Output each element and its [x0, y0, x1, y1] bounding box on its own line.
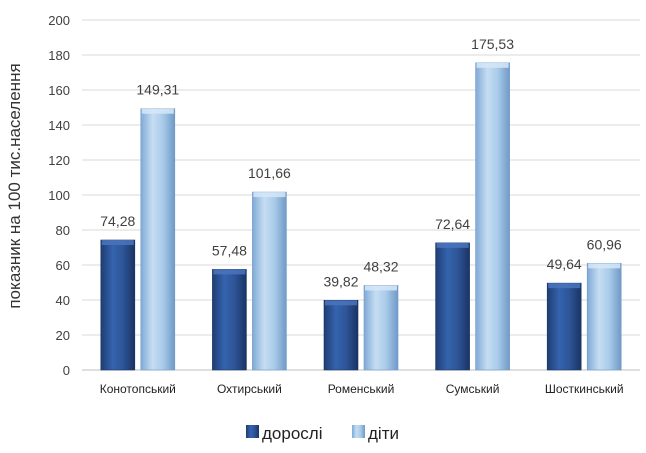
y-tick-label: 100 — [48, 188, 70, 203]
bar-children — [586, 263, 622, 371]
bar-adults — [100, 239, 136, 371]
bar-children — [475, 62, 510, 371]
y-tick-label: 140 — [48, 118, 70, 133]
data-label: 72,64 — [435, 216, 470, 232]
y-tick-label: 120 — [48, 153, 70, 168]
bar-top-highlight — [365, 285, 397, 291]
data-label: 48,32 — [363, 258, 398, 274]
bar-children — [363, 285, 399, 371]
data-label: 60,96 — [587, 236, 622, 252]
data-label: 175,53 — [471, 36, 514, 52]
x-category-label: Шосткинський — [545, 382, 624, 396]
bar-top-highlight — [253, 192, 286, 198]
data-label: 149,31 — [136, 82, 179, 98]
y-tick-label: 20 — [56, 328, 70, 343]
bar-top-highlight — [325, 300, 357, 306]
bar-adults — [212, 269, 247, 371]
y-tick-label: 60 — [56, 258, 70, 273]
data-label: 57,48 — [212, 242, 247, 258]
x-category-label: Роменський — [328, 382, 395, 396]
y-tick-label: 0 — [63, 363, 70, 378]
data-label: 49,64 — [547, 256, 582, 272]
bar-adults — [323, 300, 359, 371]
legend: дорослі діти — [246, 424, 399, 443]
bar-top-highlight — [213, 269, 246, 275]
legend-swatch-adults — [246, 425, 259, 438]
legend-swatch-children — [352, 425, 365, 438]
bar-top-highlight — [588, 263, 621, 269]
bar-children — [140, 108, 176, 371]
bar-adults — [546, 282, 582, 371]
data-label: 74,28 — [100, 213, 135, 229]
y-tick-label: 160 — [48, 83, 70, 98]
bar-top-highlight — [141, 108, 174, 114]
y-tick-label: 180 — [48, 48, 70, 63]
x-category-label: Охтирський — [217, 382, 282, 396]
bar-top-highlight — [548, 283, 581, 289]
x-category-label: Конотопський — [100, 382, 176, 396]
legend-label-children: діти — [368, 424, 399, 443]
y-tick-label: 200 — [48, 13, 70, 28]
data-label: 39,82 — [323, 273, 358, 289]
bar-top-highlight — [436, 242, 469, 248]
y-tick-label: 80 — [56, 223, 70, 238]
y-axis-label: показник на 100 тис.населення — [5, 63, 24, 308]
x-category-label: Сумський — [446, 382, 500, 396]
bar-top-highlight — [476, 62, 509, 68]
data-label: 101,66 — [248, 165, 291, 181]
bar-top-highlight — [101, 240, 134, 246]
bar-adults — [435, 242, 470, 371]
y-tick-label: 40 — [56, 293, 70, 308]
bar-children — [252, 191, 287, 371]
legend-label-adults: дорослі — [262, 424, 322, 443]
